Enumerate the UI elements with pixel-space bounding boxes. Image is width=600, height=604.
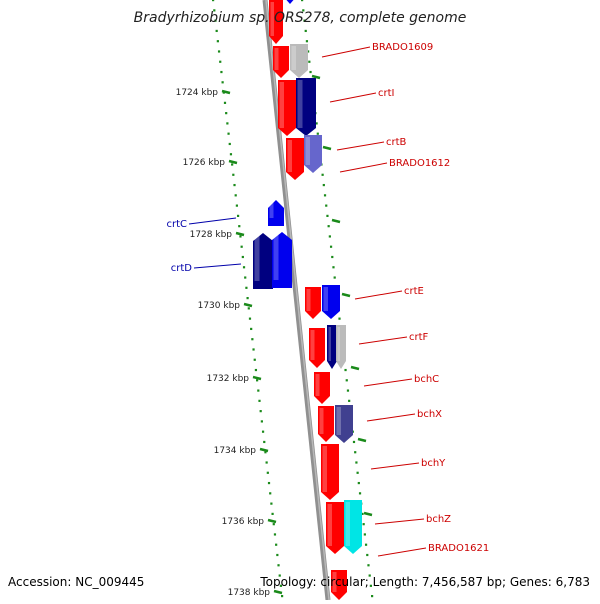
gene-red-5[interactable] (305, 287, 321, 319)
gene-label-bchy[interactable]: bchY (370, 458, 446, 470)
gene-cog-purple[interactable] (335, 405, 353, 443)
gene-cog-gray[interactable] (290, 44, 308, 78)
gene-label-brado1612[interactable]: BRADO1612 (339, 158, 450, 173)
gene-label-text: crtB (386, 137, 407, 148)
gene-red-10[interactable] (326, 502, 344, 554)
scale-tick-label: 1736 kbp (222, 517, 265, 527)
gene-label-crtb[interactable]: crtB (336, 137, 407, 151)
gene-cog-cyan[interactable] (344, 500, 362, 554)
scale-tick-label: 1734 kbp (214, 446, 257, 456)
gene-labels: BRADO1609 crtI crtB BRADO1612 crtE crtF bchC bc… (166, 42, 489, 557)
gene-label-text: bchZ (426, 514, 451, 525)
gene-label-bchz[interactable]: bchZ (374, 514, 451, 525)
gene-label-crtc[interactable]: crtC (166, 217, 237, 230)
gene-label-brado1621[interactable]: BRADO1621 (377, 543, 489, 557)
scale-tick: 1730 kbp (198, 301, 253, 311)
gene-label-text: BRADO1609 (372, 42, 433, 53)
gene-label-text: crtC (166, 219, 187, 230)
gene-cog-navy-2[interactable] (327, 325, 337, 369)
gene-cog-gray-2[interactable] (336, 325, 346, 369)
gene-red-6[interactable] (309, 328, 325, 368)
gene-cog-navy-1[interactable] (296, 78, 316, 136)
outer-ring-tick (341, 292, 351, 298)
scale-tick: 1736 kbp (222, 517, 277, 527)
gene-label-bchc[interactable]: bchC (363, 374, 439, 387)
outer-ring-tick (350, 365, 360, 371)
gene-crtD-blue[interactable] (272, 232, 292, 288)
scale-tick-label: 1728 kbp (190, 230, 233, 240)
outer-ring-tick (357, 437, 367, 443)
gene-cog-blue-top[interactable] (283, 0, 297, 4)
outer-ring-tick (331, 218, 341, 224)
gene-label-crtd[interactable]: crtD (171, 263, 242, 274)
map-title: Bradyrhizobium sp. ORS278, complete geno… (133, 10, 467, 26)
outer-ring-tick (363, 511, 373, 517)
gene-label-text: crtE (404, 286, 424, 297)
accession-text: Accession: NC_009445 (8, 575, 145, 589)
backbone-line (262, 0, 331, 601)
gene-red-1[interactable] (269, 0, 283, 44)
scale-tick-label: 1724 kbp (176, 88, 219, 98)
scale-tick: 1738 kbp (228, 588, 283, 598)
scale-tick: 1724 kbp (176, 88, 231, 98)
gene-red-3[interactable] (278, 80, 296, 136)
gene-label-crte[interactable]: crtE (354, 286, 424, 300)
gene-features (253, 0, 362, 600)
scale-tick-label: 1726 kbp (183, 158, 226, 168)
scale-tick-label: 1730 kbp (198, 301, 241, 311)
gene-label-text: crtI (378, 88, 394, 99)
gene-label-text: bchY (421, 458, 446, 469)
gene-label-text: crtD (171, 263, 193, 274)
scale-tick: 1726 kbp (183, 158, 238, 168)
gene-red-4[interactable] (286, 138, 304, 180)
scale-tick-label: 1732 kbp (207, 374, 250, 384)
gene-crtD-navy[interactable] (253, 233, 273, 289)
gene-label-text: bchC (414, 374, 439, 385)
gene-label-brado1609[interactable]: BRADO1609 (321, 42, 433, 58)
gene-label-text: crtF (409, 332, 429, 343)
gene-red-7[interactable] (314, 372, 330, 404)
gene-label-bchx[interactable]: bchX (366, 409, 442, 422)
gene-red-9[interactable] (321, 444, 339, 500)
outer-ring-tick (311, 74, 321, 80)
gene-red-11[interactable] (331, 570, 347, 600)
gene-label-crtf[interactable]: crtF (358, 332, 429, 345)
gene-label-text: BRADO1621 (428, 543, 489, 554)
scale-tick: 1732 kbp (207, 374, 262, 384)
gene-cog-blue-2[interactable] (322, 285, 340, 319)
scale-tick: 1734 kbp (214, 446, 269, 456)
gene-label-crti[interactable]: crtI (329, 88, 394, 103)
gene-red-2[interactable] (273, 46, 289, 78)
gene-cog-slate[interactable] (304, 135, 322, 173)
outer-ring-tick (322, 145, 332, 151)
gene-label-text: bchX (417, 409, 442, 420)
scale-tick: 1728 kbp (190, 230, 245, 240)
scale-ticks: 1724 kbp 1726 kbp 1728 kbp 1730 kbp 1732 kbp… (176, 74, 373, 598)
gene-red-8[interactable] (318, 406, 334, 442)
scale-tick-label: 1738 kbp (228, 588, 271, 598)
topology-text: Topology: circular; Length: 7,456,587 bp… (260, 575, 590, 589)
gene-crtC-small[interactable] (268, 200, 284, 226)
gene-label-text: BRADO1612 (389, 158, 450, 169)
